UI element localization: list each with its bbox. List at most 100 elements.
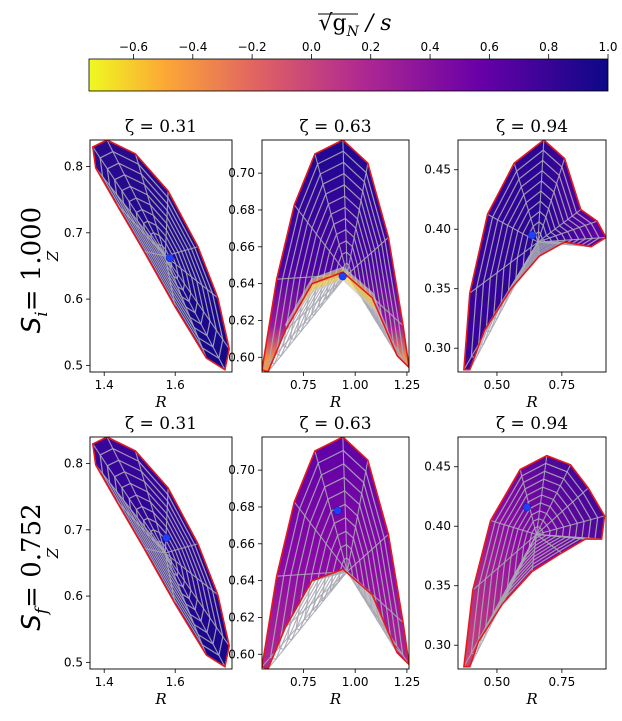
panels: ζ = 0.31 1.4 1.6 0.5 0.6 0.7 0.8 R Zζ = 0.63 0.75… [44,117,607,708]
colorbar-gradient [88,58,609,92]
poloidal-line [346,571,409,665]
poloidal-line [143,250,166,257]
flux-surface-contour [121,482,205,623]
x-axis-label: R [525,393,537,411]
y-tick-label: 0.64 [228,277,255,291]
poloidal-line [346,460,369,572]
y-tick-label: 0.5 [64,358,83,372]
y-tick-label: 0.62 [228,610,255,624]
x-tick-label: 1.6 [166,675,185,689]
y-tick-label: 0.30 [424,341,451,355]
x-tick-label: 1.4 [95,378,114,392]
poloidal-line [537,236,606,243]
flux-surface [91,140,231,371]
colorbar-tick-label: 0.4 [421,40,440,54]
poloidal-line [478,534,537,642]
colorbar: √gN / s −0.6 −0.4 −0.2 0.0 0.2 0.4 0.6 0.8 1.0 [88,11,618,92]
poloidal-line [164,255,219,299]
panel-title: ζ = 0.31 [125,414,197,434]
colorbar-tick-label: −0.2 [238,40,267,54]
y-tick-label: 0.7 [64,226,83,240]
y-tick-label: 0.45 [424,460,451,474]
y-tick-label: 0.45 [424,163,451,177]
y-tick-label: 0.68 [228,203,255,217]
poloidal-line [164,255,176,308]
boundary-line [262,140,409,372]
poloidal-line [95,167,166,257]
poloidal-line [346,534,389,572]
poloidal-line [537,158,566,243]
flux-surface-contour [499,494,572,602]
flux-surface-contour [321,530,367,602]
flux-surface-contour [492,486,578,615]
poloidal-line [134,153,166,257]
poloidal-line [472,534,537,591]
panel-title: ζ = 0.63 [299,414,371,434]
colorbar-tick-label: −0.6 [119,40,148,54]
colorbar-label-rest: / s [359,11,392,36]
flux-surface [463,454,606,668]
poloidal-line [92,443,166,554]
y-tick-label: 0.66 [228,537,255,551]
cross-section-fill [262,140,409,372]
x-tick-label: 0.75 [290,675,317,689]
x-axis-label: R [154,690,166,708]
row-label-final: Sf= 0.752 [17,503,52,630]
flux-surface-contour [106,459,218,645]
svg-text:Sf= 0.752: Sf= 0.752 [17,503,52,630]
poloidal-line [164,552,207,656]
flux-surface-contour [113,174,211,337]
panel-frame [89,436,233,670]
poloidal-line [293,204,348,275]
poloidal-line [537,220,598,243]
flux-surface-contour [121,185,205,326]
x-tick-label: 0.50 [484,675,511,689]
x-axis-label: R [154,393,166,411]
panel-title: ζ = 0.94 [496,117,568,137]
y-tick-label: 0.62 [228,313,255,327]
panel-frame [89,139,233,373]
row-label-initial-main: S [17,317,47,334]
row-label-final-value: = 0.752 [17,503,47,607]
magnetic-axis-point [333,506,342,515]
panel-title: ζ = 0.31 [125,117,197,137]
x-tick-label: 1.00 [342,378,369,392]
x-axis-label: R [329,393,341,411]
poloidal-line [536,515,605,535]
poloidal-line [165,543,199,554]
poloidal-line [346,163,369,275]
boundary-line [463,140,606,371]
colorbar-label: √gN / s [318,11,391,40]
panel-5: ζ = 0.63 0.75 1.00 1.25 0.60 0.62 0.64 0.66 0.68… [228,414,420,708]
poloidal-line [285,571,348,628]
poloidal-line [537,209,582,243]
poloidal-line [134,450,166,554]
poloidal-line [536,533,586,540]
poloidal-line [531,534,537,572]
poloidal-line [164,255,230,350]
poloidal-line [293,501,348,572]
y-tick-label: 0.35 [424,579,451,593]
y-tick-label: 0.66 [228,240,255,254]
row-label-initial-sub: i [32,311,52,316]
row-label-final-main: S [17,614,47,631]
panel-frame [457,139,607,373]
y-tick-label: 0.70 [228,463,255,477]
poloidal-line [513,163,539,243]
x-axis-label: R [525,690,537,708]
poloidal-line [535,455,548,535]
poloidal-line [106,140,166,257]
y-tick-label: 0.70 [228,166,255,180]
poloidal-line [164,552,176,605]
poloidal-line [143,547,166,554]
y-tick-label: 0.68 [228,500,255,514]
flux-surface-contour [135,505,192,600]
x-tick-label: 0.75 [549,675,576,689]
poloidal-line [95,464,166,554]
colorbar-tick-label: 0.2 [361,40,380,54]
colorbar-label-text: √g [318,11,346,36]
magnetic-axis-point [162,533,171,542]
x-tick-label: 1.25 [394,378,421,392]
poloidal-line [164,552,226,667]
